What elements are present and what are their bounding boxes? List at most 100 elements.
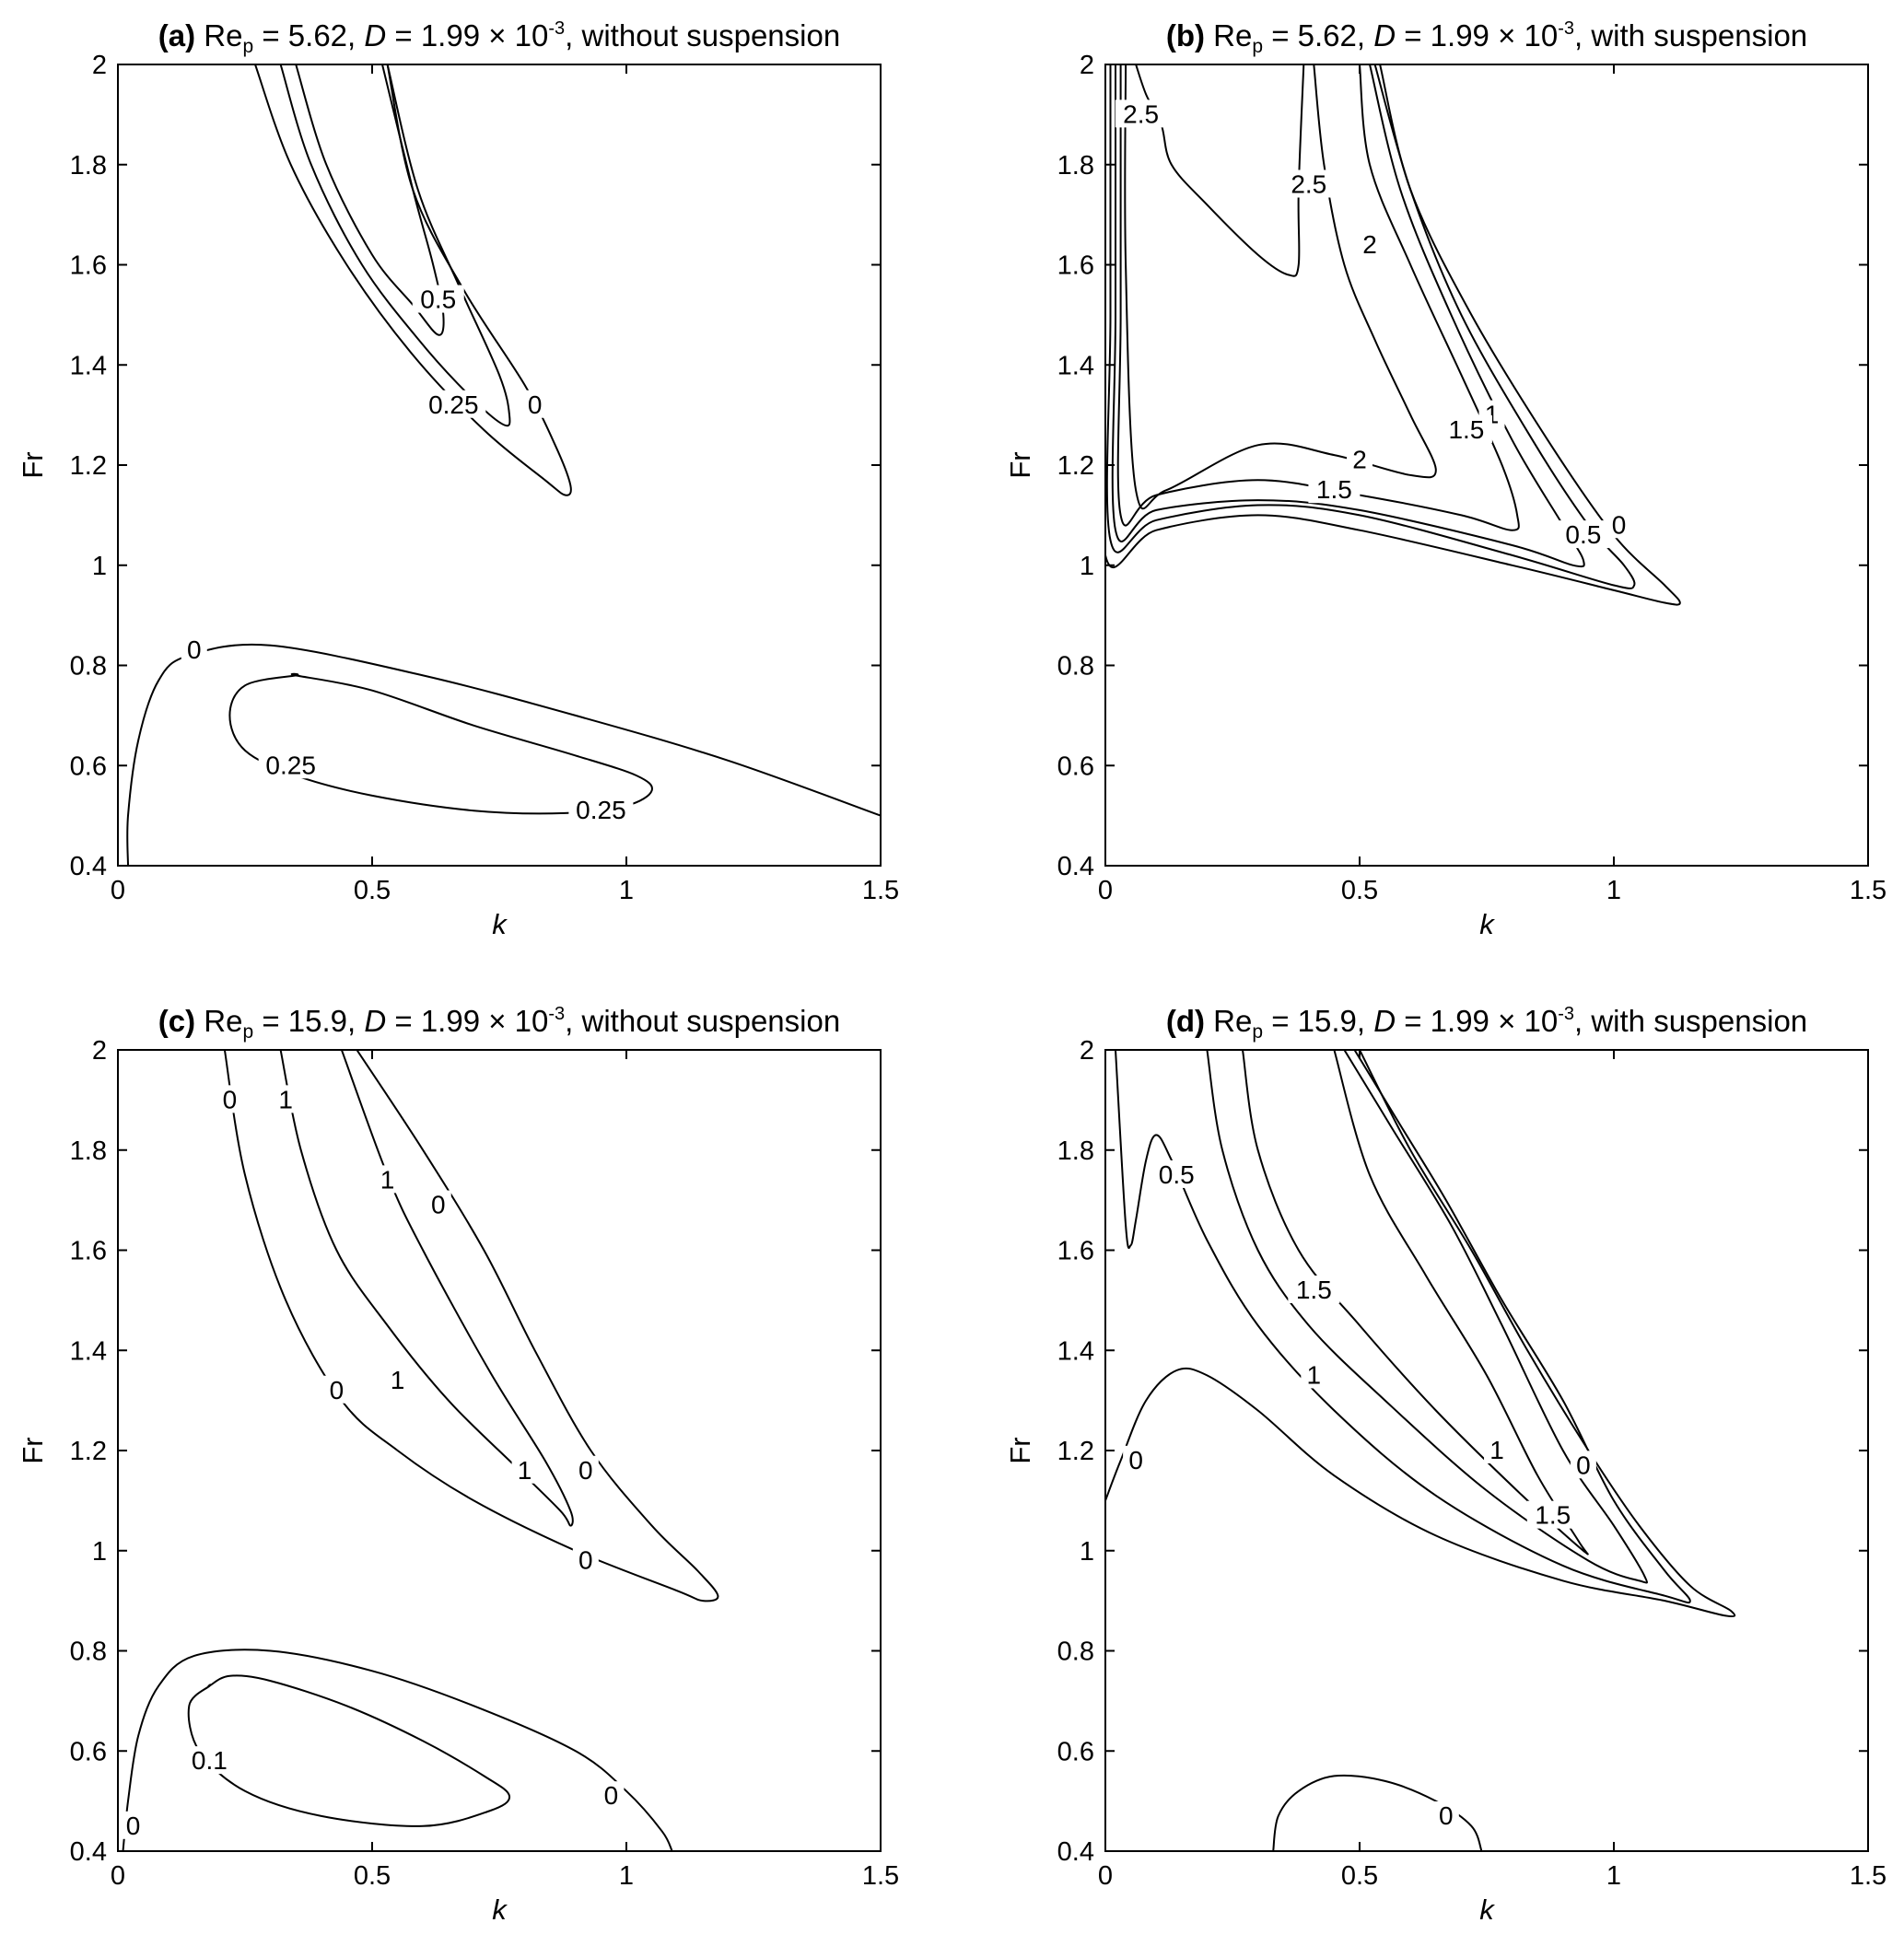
contour-label-bg-b (1308, 475, 1361, 504)
y-tick-label-b: 1.2 (1057, 451, 1094, 481)
y-axis-label-b: Fr (1004, 451, 1036, 478)
contour-label-bg-a (521, 390, 548, 418)
y-tick-label-b: 1.6 (1057, 251, 1094, 281)
y-tick-label-c: 2 (92, 1036, 107, 1066)
y-tick-label-d: 1.4 (1057, 1336, 1094, 1366)
axes-frame-b (1104, 64, 1869, 867)
contour-line-b-level-0 (1105, 64, 1681, 606)
y-axis-label-d: Fr (1004, 1437, 1036, 1463)
y-tick-label-c: 0.4 (70, 1837, 107, 1867)
contour-label-bg-d (1288, 1276, 1340, 1303)
y-tick-label-b: 0.4 (1057, 852, 1094, 881)
y-tick-label-c: 1 (92, 1537, 107, 1567)
y-tick-label-d: 2 (1080, 1036, 1094, 1066)
contour-label-d: 1.5 (1296, 1276, 1332, 1304)
y-tick-label-d: 1 (1080, 1537, 1094, 1567)
y-tick-label-a: 0.6 (70, 752, 107, 781)
contour-label-a: 0.25 (265, 751, 316, 779)
contour-line-d-level-1 (1206, 1050, 1649, 1584)
contour-line-c-level-1 (279, 1050, 574, 1527)
contour-line-b-level-2_5 (1135, 64, 1305, 277)
contour-label-d: 0 (1576, 1451, 1591, 1479)
contour-label-a: 0.25 (576, 796, 626, 824)
x-tick-label-d: 0.5 (1341, 1861, 1378, 1891)
contour-label-c: 0 (330, 1376, 345, 1404)
y-tick-label-d: 0.6 (1057, 1737, 1094, 1766)
contour-line-d-level-0_5 (1115, 1050, 1691, 1604)
contour-label-a: 0 (187, 635, 202, 664)
contour-label-a: 0.25 (428, 390, 479, 419)
contour-line-b-level-1 (1111, 64, 1585, 568)
contour-label-bg-b (1282, 169, 1335, 198)
contour-line-d-level-1_5 (1242, 1050, 1589, 1556)
contour-label-b: 1.5 (1448, 415, 1484, 444)
contour-label-bg-c (323, 1375, 350, 1404)
contour-label-bg-c (216, 1085, 243, 1113)
contour-label-bg-c (425, 1190, 451, 1218)
contour-label-b: 0 (1612, 510, 1627, 539)
x-tick-label-b: 1.5 (1850, 876, 1886, 905)
x-axis-label-d: k (1479, 1894, 1495, 1926)
panel-c: (c) Rep = 15.9, D = 1.99 × 10-3, without… (17, 1004, 899, 1926)
y-tick-label-d: 0.4 (1057, 1837, 1094, 1867)
contour-label-d: 1.5 (1535, 1501, 1571, 1530)
y-tick-label-c: 1.2 (70, 1437, 107, 1466)
x-axis-label-b: k (1479, 908, 1495, 940)
contour-line-a-level-0_25 (279, 64, 511, 427)
contour-line-d-level-0 (1272, 1774, 1483, 1851)
contour-label-d: 0 (1439, 1801, 1454, 1830)
panel-title-d: (d) Rep = 15.9, D = 1.99 × 10-3, with su… (1166, 1004, 1807, 1043)
contour-line-d-level-0 (1105, 1050, 1736, 1618)
contour-label-bg-c (120, 1811, 146, 1839)
contour-line-c-level-0 (122, 1649, 673, 1851)
contour-label-bg-a (421, 390, 486, 418)
y-tick-label-c: 0.8 (70, 1637, 107, 1667)
contour-label-bg-c (572, 1455, 599, 1484)
y-tick-label-a: 1.8 (70, 151, 107, 181)
y-tick-label-a: 1 (92, 552, 107, 581)
contour-label-bg-d (1432, 1800, 1459, 1829)
y-axis-label-a: Fr (17, 451, 49, 478)
contour-label-bg-c (572, 1545, 599, 1574)
contour-label-bg-b (1440, 414, 1492, 443)
contour-line-a-level-0_25 (228, 672, 653, 815)
x-axis-label-c: k (492, 1894, 508, 1926)
y-tick-label-c: 1.8 (70, 1136, 107, 1166)
contour-label-bg-c (183, 1746, 236, 1775)
contour-label-bg-d (1123, 1445, 1150, 1474)
contour-label-d: 1 (1307, 1360, 1322, 1389)
contour-label-bg-b (1115, 99, 1167, 128)
x-tick-label-d: 1.5 (1850, 1861, 1886, 1891)
x-tick-label-a: 1 (619, 876, 634, 905)
panel-d: (d) Rep = 15.9, D = 1.99 × 10-3, with su… (1004, 1004, 1886, 1926)
contour-line-b-level-1_5 (1116, 64, 1520, 531)
contour-label-c: 1 (518, 1456, 532, 1485)
panel-title-c: (c) Rep = 15.9, D = 1.99 × 10-3, without… (158, 1004, 840, 1043)
x-tick-label-b: 0.5 (1341, 876, 1378, 905)
y-tick-label-a: 1.2 (70, 451, 107, 481)
contour-label-bg-c (374, 1165, 401, 1194)
contour-label-b: 2.5 (1291, 170, 1326, 199)
contour-label-c: 0.1 (192, 1746, 228, 1775)
contour-label-bg-d (1484, 1436, 1511, 1463)
contour-line-a-level-0 (126, 643, 881, 866)
x-tick-label-a: 0.5 (354, 876, 391, 905)
contour-line-b-level-0_5 (1105, 64, 1636, 589)
contour-label-bg-c (598, 1781, 625, 1810)
panel-title-a: (a) Rep = 5.62, D = 1.99 × 10-3, without… (158, 18, 840, 57)
y-tick-label-d: 1.8 (1057, 1136, 1094, 1166)
contour-line-a-level-0 (254, 64, 572, 496)
contour-label-bg-a (181, 635, 207, 664)
contour-label-c: 0 (431, 1191, 446, 1219)
contour-label-d: 0.5 (1159, 1160, 1195, 1189)
y-tick-label-a: 2 (92, 51, 107, 80)
contour-label-bg-d (1151, 1159, 1203, 1188)
contour-label-bg-b (1557, 520, 1609, 549)
y-tick-label-c: 0.6 (70, 1737, 107, 1766)
contour-label-c: 0 (578, 1546, 593, 1575)
y-tick-label-b: 0.8 (1057, 652, 1094, 682)
contour-lines-c (122, 1050, 719, 1851)
y-tick-label-d: 1.2 (1057, 1437, 1094, 1466)
contour-label-c: 1 (278, 1085, 293, 1113)
x-axis-label-a: k (492, 908, 508, 940)
